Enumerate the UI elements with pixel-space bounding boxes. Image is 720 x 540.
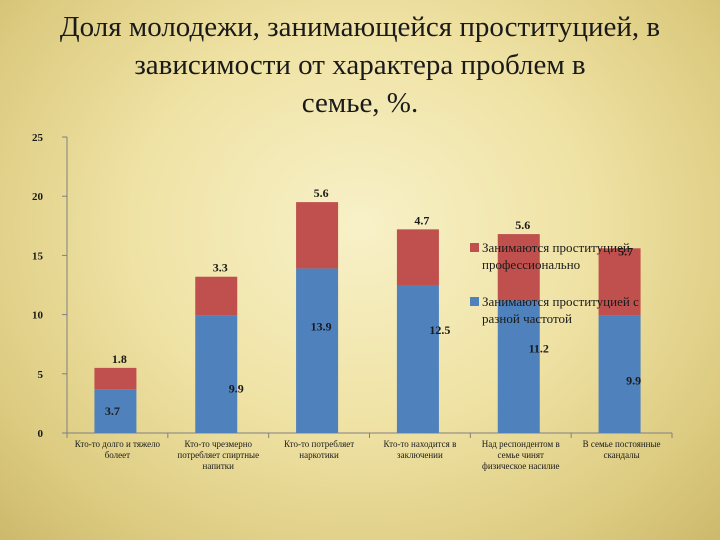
bar-series-2 <box>94 367 137 390</box>
data-label-series-2: 5.6 <box>515 218 530 232</box>
legend-label: Занимаются проституцией профессионально <box>482 240 630 272</box>
bar-series-1 <box>195 315 238 433</box>
x-category-label: Кто-то чрезмерно потребляет спиртные напит… <box>177 439 259 471</box>
data-label-series-1: 12.5 <box>429 323 450 337</box>
data-label-series-2: 5.7 <box>618 244 633 258</box>
x-category-label-line: семье чинят <box>498 450 544 460</box>
data-label-series-2: 4.7 <box>414 213 429 227</box>
y-tick-label: 20 <box>32 191 44 203</box>
x-category-label-line: Кто-то потребляет <box>284 439 354 449</box>
x-category-label-line: напитки <box>203 461 235 471</box>
data-label-series-1: 11.2 <box>529 342 549 356</box>
bar-series-1 <box>94 389 137 433</box>
bar-series-2 <box>497 234 540 301</box>
chart-title: Доля молодежи, занимающейся проституцией… <box>40 8 680 122</box>
x-category-label-line: Кто-то находится в <box>384 439 457 449</box>
bar-series-1 <box>497 300 540 433</box>
legend-label-line: профессионально <box>482 257 580 272</box>
x-category-label-line: наркотики <box>299 450 339 460</box>
x-category-label-line: Кто-то чрезмерно <box>184 439 252 449</box>
data-label-series-2: 5.6 <box>314 186 329 200</box>
data-label-series-1: 9.9 <box>229 381 244 395</box>
bar-series-1 <box>296 268 339 433</box>
x-category-label-line: В семье постоянные <box>583 439 661 449</box>
legend-label-line: Занимаются проституцией <box>482 240 630 255</box>
x-category-label-line: заключении <box>397 450 443 460</box>
y-tick-label: 25 <box>32 132 44 144</box>
bar-series-1 <box>598 315 641 433</box>
y-tick-label: 10 <box>32 310 44 322</box>
x-category-label: В семье постоянные скандалы <box>583 439 661 460</box>
bar-series-2 <box>598 248 641 316</box>
title-line-3: семье, %. <box>301 87 419 119</box>
x-category-label-line: физическое насилие <box>482 461 559 471</box>
y-tick-label: 0 <box>38 428 44 440</box>
x-category-label-line: скандалы <box>603 450 639 460</box>
title-line-1: Доля молодежи, занимающейся проституцией… <box>59 11 661 43</box>
data-label-series-1: 13.9 <box>311 320 332 334</box>
data-label-series-1: 3.7 <box>105 404 120 418</box>
x-category-label: Над респондентом в семье чинят физическое … <box>482 439 560 471</box>
x-category-label-line: Кто-то долго и тяжело <box>75 439 161 449</box>
x-category-label-line: Над респондентом в <box>482 439 560 449</box>
x-category-label: Кто-то долго и тяжело болеет <box>75 439 161 460</box>
title-line-2: зависимости от характера проблем в <box>134 49 586 81</box>
legend-swatch <box>470 243 479 252</box>
bar-series-2 <box>396 229 439 285</box>
data-label-series-2: 3.3 <box>213 261 228 275</box>
y-tick-label: 5 <box>38 369 44 381</box>
x-category-label: Кто-то находится в заключении <box>384 439 457 460</box>
x-category-label-line: болеет <box>105 450 130 460</box>
data-label-series-1: 9.9 <box>626 373 641 387</box>
data-label-series-2: 1.8 <box>112 352 127 366</box>
x-category-label-line: потребляет спиртные <box>177 450 259 460</box>
bar-series-1 <box>396 285 439 433</box>
bar-series-2 <box>296 202 339 269</box>
legend-swatch <box>470 297 479 306</box>
y-tick-label: 15 <box>32 250 44 262</box>
legend-label: Занимаются проституцией с разной частотой <box>482 294 639 326</box>
bar-series-2 <box>195 276 238 316</box>
x-category-label: Кто-то потребляет наркотики <box>284 439 354 460</box>
legend-label-line: разной частотой <box>482 311 572 326</box>
legend-label-line: Занимаются проституцией с <box>482 294 639 309</box>
